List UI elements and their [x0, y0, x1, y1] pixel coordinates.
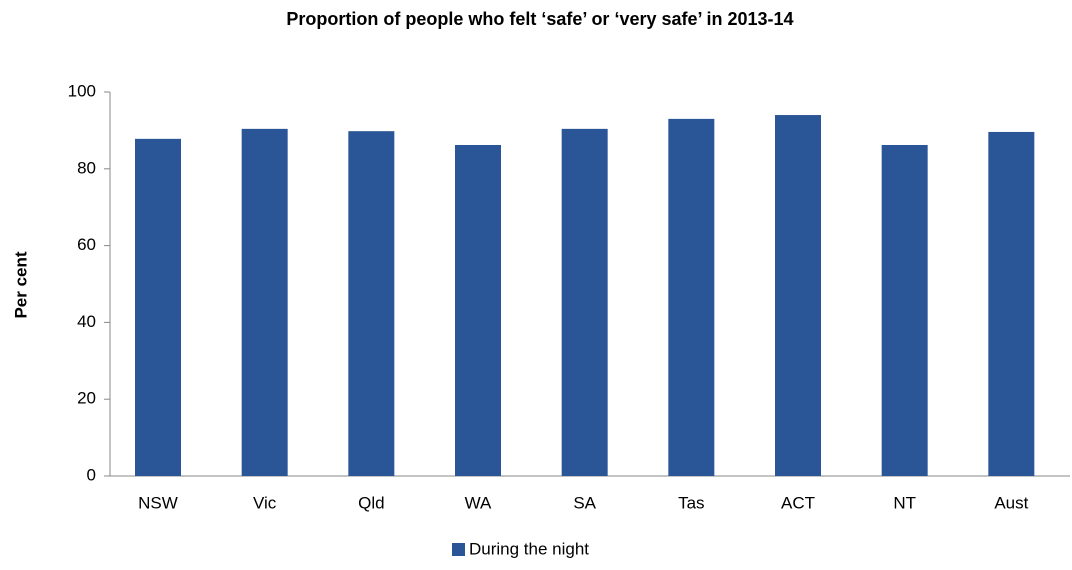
x-tick-label: Tas [678, 493, 704, 512]
y-tick-label: 40 [77, 312, 96, 331]
bar [561, 128, 608, 476]
bar [348, 131, 395, 476]
legend-swatch [452, 543, 465, 556]
x-tick-label: WA [465, 493, 492, 512]
y-tick-label: 100 [68, 81, 96, 100]
bar [775, 115, 821, 476]
y-axis-title: Per cent [11, 251, 30, 318]
bar [241, 128, 288, 476]
bar [668, 118, 715, 476]
x-tick-label: Vic [253, 493, 277, 512]
x-tick-label: NT [893, 493, 916, 512]
x-tick-label: Aust [994, 493, 1028, 512]
x-tick-label: SA [573, 493, 596, 512]
x-tick-label: NSW [138, 493, 178, 512]
x-tick-label: Qld [358, 493, 384, 512]
y-tick-label: 60 [77, 235, 96, 254]
x-tick-label: ACT [781, 493, 815, 512]
bar [135, 138, 181, 476]
bar [881, 144, 928, 476]
y-tick-label: 20 [77, 389, 96, 408]
legend-label: During the night [469, 539, 589, 558]
bar [988, 131, 1035, 476]
bar [455, 144, 501, 476]
y-tick-label: 0 [87, 465, 96, 484]
chart-title: Proportion of people who felt ‘safe’ or … [286, 9, 793, 29]
y-tick-label: 80 [77, 158, 96, 177]
